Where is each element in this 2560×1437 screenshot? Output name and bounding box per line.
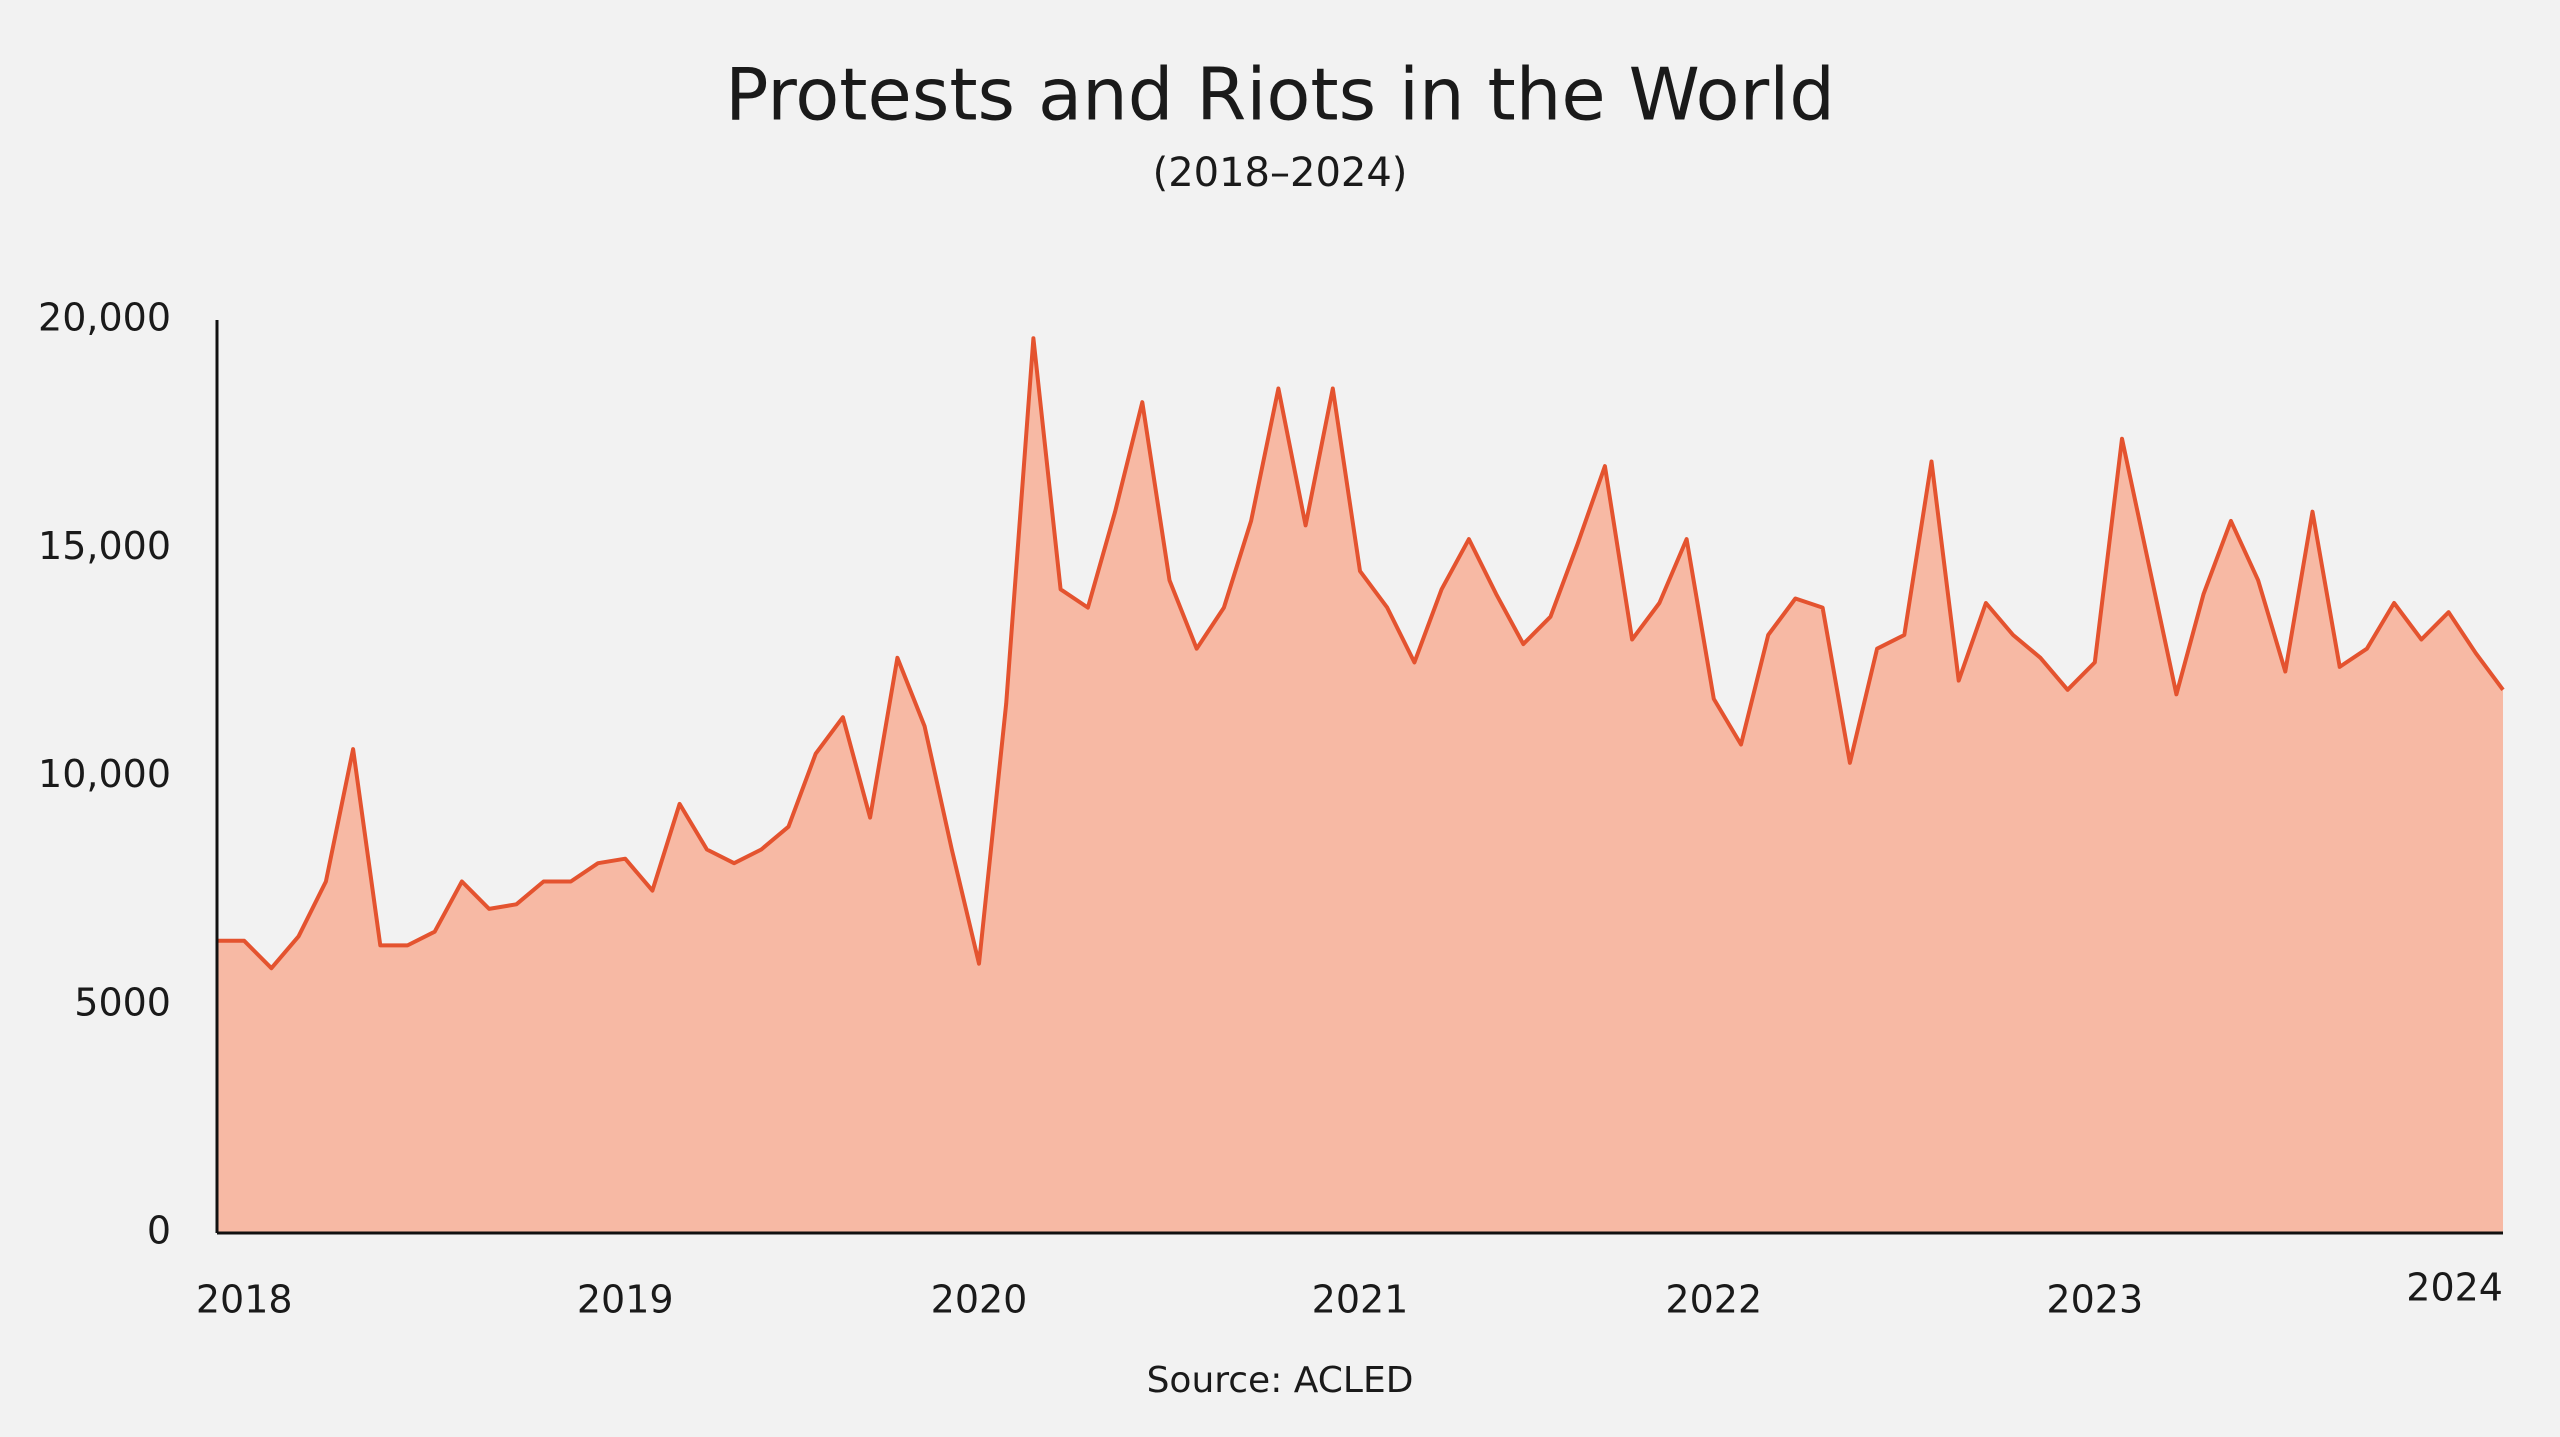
chart-title: Protests and Riots in the World — [725, 53, 1835, 137]
x-tick-label: 2018 — [196, 1278, 293, 1322]
area-line — [217, 336, 2505, 971]
y-tick-label: 0 — [147, 1209, 171, 1253]
x-tick-label: 2022 — [1665, 1278, 1762, 1322]
y-tick-label: 15,000 — [38, 524, 171, 568]
y-tick-label: 20,000 — [38, 296, 171, 340]
source-note: Source: ACLED — [1147, 1360, 1414, 1401]
x-tick-label: 2024 — [2406, 1266, 2503, 1310]
x-tick-label: 2023 — [2046, 1278, 2143, 1322]
chart-subtitle: (2018–2024) — [1153, 150, 1408, 196]
area-fill — [217, 338, 2503, 1233]
y-tick-label: 5000 — [74, 980, 171, 1024]
x-tick-label: 2019 — [577, 1278, 674, 1322]
y-tick-label: 10,000 — [38, 752, 171, 796]
x-tick-label: 2020 — [931, 1278, 1028, 1322]
x-tick-label: 2021 — [1312, 1278, 1409, 1322]
